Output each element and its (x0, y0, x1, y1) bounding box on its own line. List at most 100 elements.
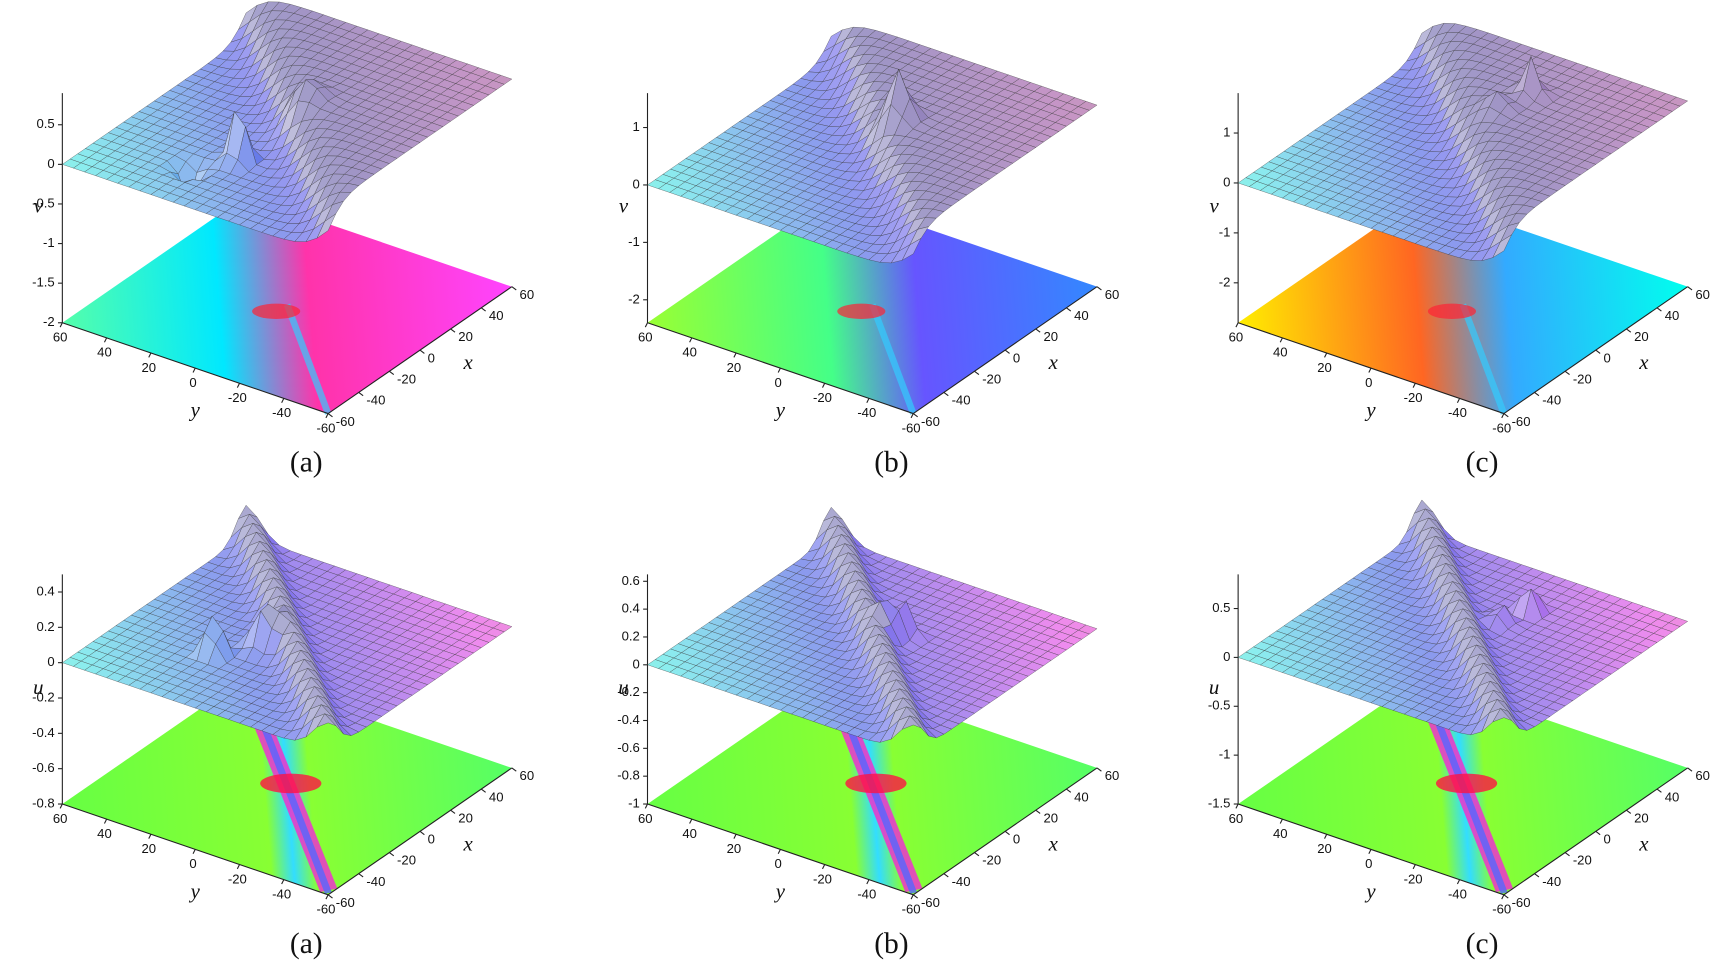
y-tick (822, 864, 826, 870)
base-blob (260, 773, 322, 794)
surface-panel: -1.5 -1 -0.5 0 0.5 u -60 -40 -20 0 20 40 60 -60 -40 -20… (1208, 499, 1710, 960)
y-tick-label: -60 (902, 420, 921, 435)
y-tick (1368, 367, 1372, 373)
y-axis-label: y (189, 399, 201, 422)
surface-cell (1492, 234, 1513, 259)
y-tick (777, 849, 781, 855)
y-tick (910, 894, 914, 900)
x-tick (912, 413, 918, 418)
y-tick-label: -40 (857, 405, 876, 420)
x-tick (1096, 767, 1102, 772)
y-tick (822, 383, 826, 388)
x-tick (1503, 894, 1509, 899)
x-tick (480, 307, 486, 312)
y-tick-label: -20 (228, 871, 247, 886)
y-tick-label: 40 (97, 826, 112, 841)
z-tick-label: 0 (47, 156, 54, 171)
caption: (a) (290, 928, 323, 960)
x-tick (1534, 391, 1540, 397)
y-tick-label: 0 (775, 856, 782, 871)
z-tick-label: -0.4 (32, 725, 55, 740)
y-tick (236, 864, 241, 870)
z-tick-label: 1 (1223, 124, 1230, 139)
y-tick (103, 818, 108, 824)
x-tick-label: -20 (982, 371, 1001, 386)
y-tick (325, 413, 329, 419)
y-tick (1412, 864, 1416, 870)
y-tick (192, 849, 196, 855)
x-tick-label: 60 (1105, 287, 1120, 302)
y-tick-label: -20 (813, 390, 832, 405)
x-tick (511, 767, 517, 772)
x-tick-label: 0 (1013, 350, 1020, 365)
y-tick-label: 40 (97, 345, 112, 360)
surface-panel: -2 -1 0 1 v -60 -40 -20 0 20 40 60 -60 -40 -20 0 20 40 60 x… (1209, 22, 1710, 479)
y-tick-label: -60 (902, 902, 921, 917)
y-tick-label: 0 (1365, 375, 1372, 390)
z-axis-label: u (618, 676, 628, 699)
z-axis-label: v (34, 195, 44, 218)
y-tick (1235, 322, 1239, 328)
y-tick (1501, 413, 1505, 419)
z-tick-label: 0.6 (622, 573, 640, 588)
surface-cell (901, 715, 922, 730)
y-axis-label: y (774, 399, 786, 422)
z-axis-label: v (619, 195, 629, 218)
y-tick-label: 40 (682, 826, 697, 841)
z-tick-label: -0.5 (32, 195, 55, 210)
x-tick (358, 873, 364, 878)
caption: (c) (1466, 928, 1499, 960)
x-tick (1096, 286, 1102, 291)
x-axis-label: x (1638, 832, 1649, 855)
x-tick (419, 349, 425, 354)
z-tick-label: 0.4 (36, 583, 54, 598)
x-tick (1004, 830, 1010, 836)
base-ridge (1459, 303, 1507, 415)
x-tick-label: 20 (458, 329, 473, 344)
y-tick-label: 0 (1365, 856, 1372, 871)
x-tick-label: 0 (428, 350, 435, 365)
z-tick-label: 1 (633, 119, 640, 134)
y-tick-label: -40 (1448, 405, 1467, 420)
z-tick-label: 0.2 (36, 619, 54, 634)
y-tick (148, 352, 152, 358)
x-tick-label: -40 (366, 393, 385, 408)
y-tick (1235, 803, 1239, 809)
base-blob (1435, 773, 1498, 794)
y-tick (1279, 818, 1283, 824)
z-tick-label: 0.4 (622, 601, 640, 616)
x-tick-label: 0 (1603, 832, 1610, 847)
z-tick-label: -1 (628, 795, 640, 810)
y-tick (733, 352, 737, 358)
z-axis-label: u (1209, 676, 1219, 699)
y-tick-label: 20 (727, 841, 742, 856)
y-tick-label: 40 (1273, 826, 1288, 841)
y-tick (866, 398, 870, 404)
surface-cell (901, 237, 922, 261)
x-tick-label: -40 (366, 874, 385, 889)
z-tick-label: 0 (633, 656, 640, 671)
z-tick-label: -1.5 (1208, 795, 1231, 810)
y-tick-label: 0 (189, 856, 196, 871)
base-ridge (869, 303, 917, 415)
z-tick-label: 0.5 (1212, 600, 1230, 615)
x-tick (511, 286, 517, 291)
y-tick (59, 803, 63, 809)
x-tick-label: -40 (1542, 393, 1561, 408)
x-tick (974, 370, 980, 375)
x-tick-label: -60 (921, 895, 940, 910)
base-blob (837, 303, 886, 319)
y-tick (103, 337, 108, 343)
x-tick (1066, 307, 1072, 312)
x-tick-label: 40 (1665, 789, 1680, 804)
z-tick-label: -0.2 (617, 684, 640, 699)
x-tick (912, 894, 918, 899)
x-tick (1656, 788, 1662, 793)
y-tick (1456, 879, 1461, 885)
y-tick-label: 0 (189, 375, 196, 390)
z-tick-label: -2 (43, 314, 55, 329)
x-tick-label: 0 (1603, 350, 1610, 365)
x-tick (450, 328, 456, 333)
x-tick (1687, 286, 1693, 291)
y-tick-label: -60 (316, 902, 335, 917)
